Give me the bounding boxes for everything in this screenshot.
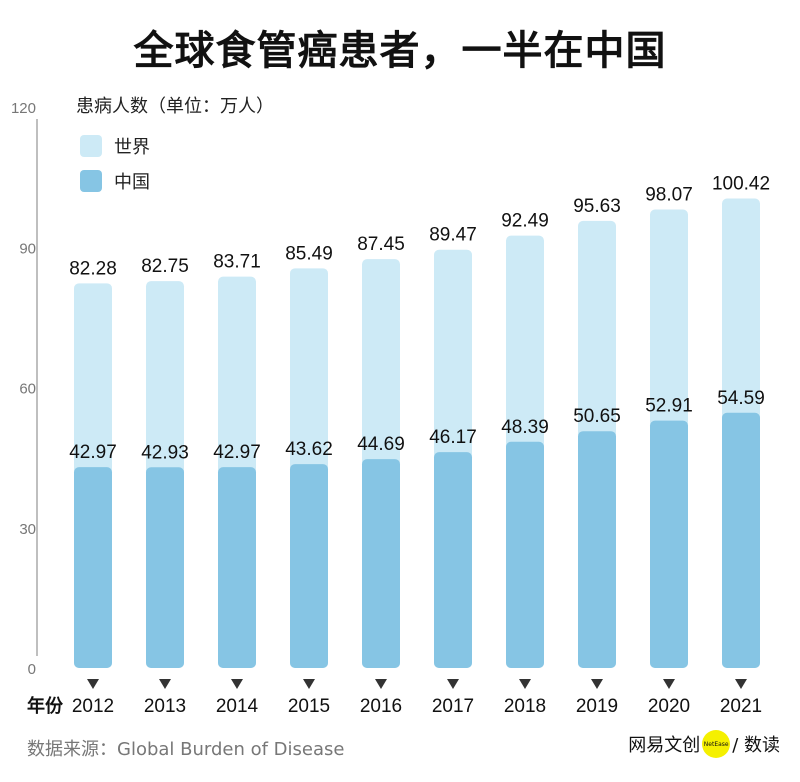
x-tick-marker [447, 679, 459, 689]
x-tick-marker [375, 679, 387, 689]
y-tick-label: 0 [28, 661, 36, 678]
x-tick-label: 2020 [648, 696, 690, 717]
data-label-china: 42.97 [69, 442, 117, 463]
bar-china [290, 464, 328, 668]
legend-item-china: 中国 [80, 168, 150, 194]
data-label-world: 87.45 [357, 234, 405, 255]
data-label-world: 82.75 [141, 256, 189, 277]
x-tick-label: 2018 [504, 696, 546, 717]
x-tick-marker [159, 679, 171, 689]
x-axis-label: 年份 [27, 696, 63, 717]
data-label-china: 44.69 [357, 434, 405, 455]
bar-china [74, 467, 112, 668]
legend-item-world: 世界 [80, 133, 150, 159]
data-label-china: 43.62 [285, 439, 333, 460]
bar-china [218, 467, 256, 668]
y-tick-label: 120 [11, 100, 36, 117]
legend-swatch-world [80, 135, 102, 157]
data-label-china: 52.91 [645, 396, 693, 417]
data-label-china: 42.93 [141, 442, 189, 463]
data-label-world: 100.42 [712, 174, 770, 195]
legend-swatch-china [80, 170, 102, 192]
bar-china [506, 441, 544, 668]
bar-china [722, 412, 760, 668]
x-tick-label: 2014 [216, 696, 259, 717]
y-tick-label: 90 [19, 240, 36, 257]
x-tick-marker [519, 679, 531, 689]
data-label-world: 82.28 [69, 258, 117, 279]
data-label-china: 48.39 [501, 417, 549, 438]
x-tick-label: 2016 [360, 696, 402, 717]
data-label-world: 89.47 [429, 225, 477, 246]
legend-label-china: 中国 [114, 172, 150, 193]
x-tick-label: 2021 [720, 696, 762, 717]
data-label-world: 83.71 [213, 252, 261, 273]
logo-badge: NetEase [702, 730, 731, 758]
x-tick-label: 2017 [432, 696, 474, 717]
x-tick-marker [87, 679, 99, 689]
data-label-china: 42.97 [213, 442, 261, 463]
y-tick-label: 30 [19, 521, 36, 538]
x-tick-label: 2019 [576, 696, 618, 717]
bar-china [578, 431, 616, 668]
x-tick-marker [303, 679, 315, 689]
x-tick-marker [231, 679, 243, 689]
bar-china [146, 467, 184, 668]
x-tick-label: 2012 [72, 696, 114, 717]
x-tick-label: 2015 [288, 696, 330, 717]
x-tick-label: 2013 [144, 696, 186, 717]
bar-china [650, 420, 688, 668]
data-label-world: 85.49 [285, 243, 333, 264]
logo-suffix: / 数读 [732, 735, 780, 756]
data-label-world: 92.49 [501, 211, 549, 232]
data-label-world: 98.07 [645, 185, 693, 206]
data-label-china: 46.17 [429, 427, 477, 448]
bar-china [362, 459, 400, 668]
logo: 网易文创 NetEase / 数读 [628, 730, 780, 758]
x-tick-marker [663, 679, 675, 689]
chart-title: 全球食管癌患者，一半在中国 [133, 28, 667, 74]
source-note: 数据来源：Global Burden of Disease [27, 739, 345, 760]
legend-label-world: 世界 [114, 137, 150, 158]
x-tick-marker [591, 679, 603, 689]
y-tick-label: 60 [19, 381, 36, 398]
y-axis-label: 患病人数（单位：万人） [76, 96, 274, 117]
bar-china [434, 452, 472, 668]
data-label-china: 54.59 [717, 388, 765, 409]
x-tick-marker [735, 679, 747, 689]
logo-text: 网易文创 [628, 735, 701, 756]
data-label-china: 50.65 [573, 406, 621, 427]
data-label-world: 95.63 [573, 196, 621, 217]
